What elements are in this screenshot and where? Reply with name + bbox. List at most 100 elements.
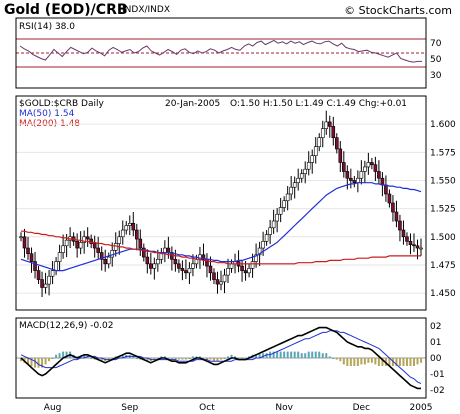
price-y-tick: 1.500 — [430, 233, 456, 243]
candle-body — [40, 279, 44, 288]
macd-histogram-bar — [111, 358, 114, 359]
macd-histogram-bar — [412, 358, 415, 366]
candle-body — [215, 279, 220, 285]
candle-body — [405, 236, 409, 242]
price-ohlc-label: O:1.50 H:1.50 L:1.49 C:1.49 Chg:+0.01 — [230, 99, 407, 109]
macd-histogram-bar — [381, 358, 384, 366]
candle-body — [268, 227, 272, 235]
macd-histogram-bar — [37, 358, 40, 368]
macd-histogram-bar — [377, 358, 380, 366]
macd-histogram-bar — [220, 358, 222, 360]
macd-histogram-bar — [121, 354, 124, 358]
macd-histogram-bar — [307, 351, 310, 358]
macd-y-tick: 01 — [430, 338, 441, 348]
macd-histogram-bar — [212, 358, 215, 362]
candle-body — [261, 240, 265, 249]
candle-body — [33, 261, 37, 271]
candle-body — [131, 222, 136, 231]
x-axis-label: Nov — [275, 403, 293, 413]
macd-histogram-bar — [100, 358, 103, 362]
macd-histogram-bar — [300, 353, 303, 358]
ma50-line — [20, 182, 422, 272]
candle-body — [54, 261, 58, 271]
candle-body — [243, 270, 248, 274]
macd-histogram-bar — [202, 358, 205, 359]
macd-histogram-bar — [367, 358, 370, 363]
macd-histogram-bar — [398, 358, 401, 366]
candle-body — [36, 270, 41, 280]
macd-histogram-bar — [191, 356, 194, 358]
candle-body — [275, 213, 279, 222]
candle-body — [359, 171, 364, 179]
price-y-tick: 1.575 — [430, 148, 456, 158]
macd-histogram-bar — [86, 356, 89, 358]
macd-histogram-bar — [293, 351, 296, 358]
candle-body — [78, 242, 83, 249]
candle-body — [82, 236, 86, 243]
candle-body — [327, 121, 332, 127]
candle-body — [110, 250, 115, 258]
candle-body — [103, 259, 108, 265]
candle-body — [138, 238, 143, 249]
macd-y-tick: -01 — [430, 370, 445, 380]
price-y-tick: 1.475 — [430, 261, 456, 271]
candle-body — [412, 244, 416, 247]
rsi-tick-50: 50 — [430, 55, 442, 65]
macd-histogram-bar — [388, 358, 391, 366]
candle-body — [99, 252, 104, 260]
macd-histogram-bar — [325, 353, 328, 358]
candle-body — [289, 186, 293, 195]
macd-panel: MACD(12,26,9) -0.02 02 01 00 -01 -02 — [15, 317, 445, 399]
candle-body — [152, 263, 157, 269]
macd-y-tick: -02 — [430, 386, 445, 396]
candle-body — [226, 268, 230, 276]
macd-histogram-bar — [184, 358, 187, 360]
macd-histogram-bar — [241, 358, 244, 359]
candle-body — [250, 261, 255, 269]
macd-histogram-bar — [402, 358, 405, 366]
macd-histogram-bar — [44, 358, 47, 365]
candle-body — [219, 281, 223, 285]
rsi-line — [19, 39, 422, 63]
macd-histogram-bar — [244, 358, 247, 359]
candle-body — [391, 202, 395, 213]
candle-body — [92, 243, 97, 249]
macd-histogram-bar — [353, 358, 356, 366]
candle-body — [127, 222, 132, 226]
candle-body — [349, 177, 353, 181]
candle-body — [254, 254, 258, 262]
macd-histogram-bar — [83, 354, 86, 358]
candle-body — [57, 252, 62, 262]
candle-body — [247, 268, 251, 274]
candle-body — [419, 247, 423, 250]
candle-body — [296, 177, 300, 184]
macd-histogram-bar — [153, 358, 156, 360]
candle-body — [166, 247, 171, 253]
rsi-panel: RSI(14) 38.0 70 50 30 — [15, 17, 442, 89]
candle-body — [352, 180, 357, 184]
ma50-legend: MA(50) 1.54 — [19, 109, 75, 119]
candle-body — [156, 259, 160, 265]
macd-histogram-bar — [107, 358, 110, 360]
macd-histogram-bar — [58, 353, 61, 358]
candle-body — [124, 225, 129, 231]
macd-histogram-bar — [34, 358, 37, 368]
price-symbol-label: $GOLD:$CRB Daily — [19, 99, 105, 109]
macd-histogram-bar — [346, 358, 349, 366]
macd-label: MACD(12,26,9) -0.02 — [19, 321, 114, 331]
candle-body — [50, 270, 55, 277]
macd-histogram-bar — [391, 358, 394, 366]
candle-body — [282, 200, 286, 208]
candle-body — [331, 126, 336, 138]
price-frame — [15, 95, 427, 311]
candle-body — [334, 137, 339, 150]
macd-y-tick: 00 — [430, 354, 442, 364]
candle-body — [64, 239, 69, 247]
candle-body — [170, 252, 174, 260]
price-y-tick: 1.450 — [430, 289, 456, 299]
candle-body — [342, 162, 346, 172]
candle-body — [43, 283, 48, 288]
macd-histogram-bar — [41, 358, 44, 368]
candle-body — [191, 263, 195, 269]
macd-histogram-bar — [405, 358, 408, 366]
